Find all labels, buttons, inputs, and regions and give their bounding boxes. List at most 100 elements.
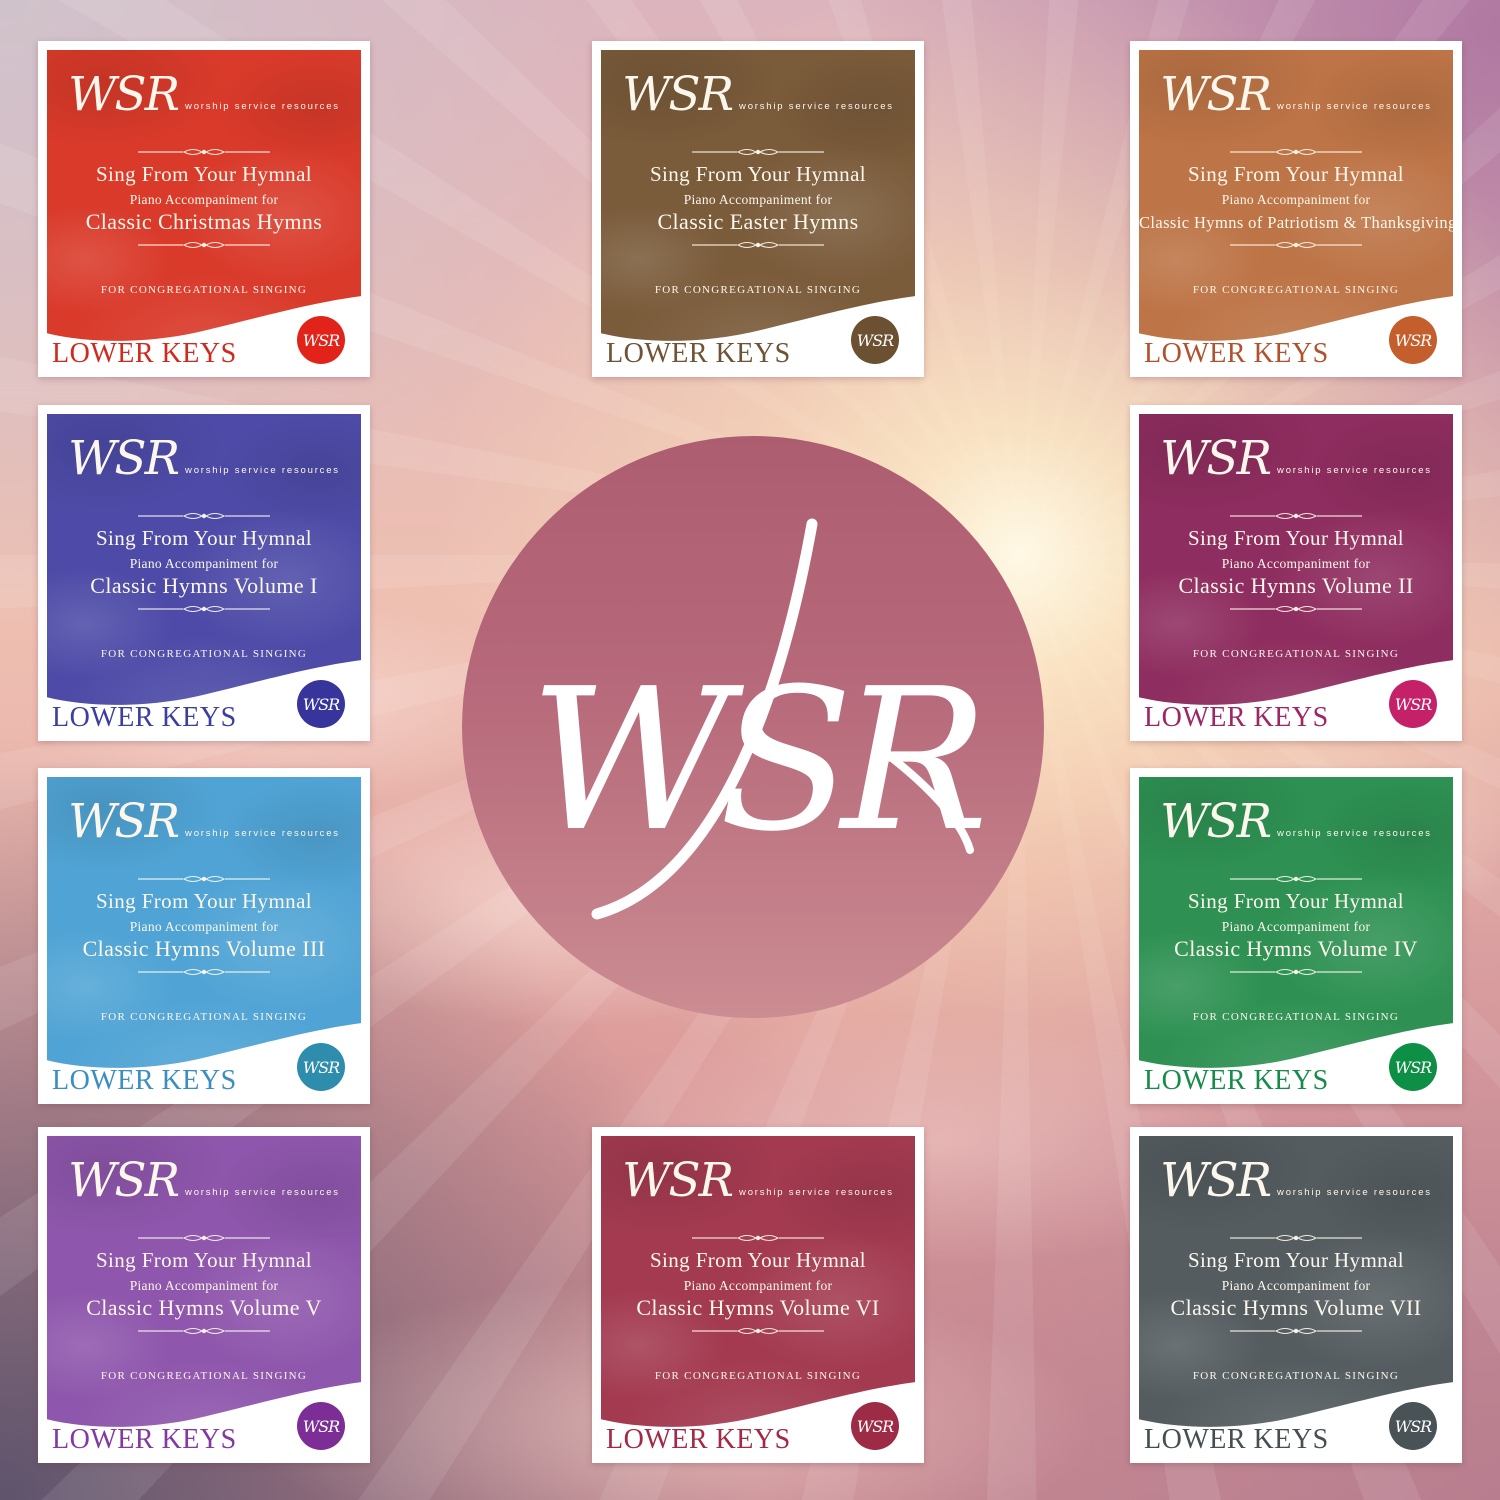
cover-brand-header: WSR worship service resources <box>47 793 361 851</box>
wsr-center-logo: WSR <box>462 436 1044 1018</box>
album-cover[interactable]: WSR worship service resources Sing From … <box>592 41 924 377</box>
wsr-badge-text: WSR <box>856 1416 894 1436</box>
subtitle-line: Piano Accompaniment for <box>129 919 279 934</box>
white-wave <box>1139 660 1453 731</box>
wsr-badge-text: WSR <box>1394 330 1432 350</box>
subtitle-line: Piano Accompaniment for <box>1221 1278 1371 1293</box>
lower-keys-label: LOWER KEYS <box>52 1065 237 1096</box>
cover-brand-header: WSR worship service resources <box>1139 1152 1453 1210</box>
album-cover[interactable]: WSR worship service resources Sing From … <box>38 768 370 1104</box>
album-cover[interactable]: WSR worship service resources Sing From … <box>592 1127 924 1463</box>
congregational-singing-line: FOR CONGREGATIONAL SINGING <box>100 648 308 660</box>
album-cover[interactable]: WSR worship service resources Sing From … <box>1130 41 1462 377</box>
ornament-divider-top <box>1230 875 1362 883</box>
congregational-singing-line: FOR CONGREGATIONAL SINGING <box>1192 1011 1400 1023</box>
white-wave <box>1139 1023 1453 1094</box>
ornament-divider-top <box>1230 512 1362 520</box>
series-line: Sing From Your Hymnal <box>95 889 313 913</box>
ornament-divider-bottom <box>1230 605 1362 613</box>
wsr-badge: WSR <box>297 680 345 728</box>
wsr-badge: WSR <box>1389 1043 1437 1091</box>
subtitle-line: Piano Accompaniment for <box>129 192 279 207</box>
ornament-divider-bottom <box>138 241 270 249</box>
album-cover[interactable]: WSR worship service resources Sing From … <box>1130 1127 1462 1463</box>
white-wave <box>47 296 361 367</box>
album-cover[interactable]: WSR worship service resources Sing From … <box>38 405 370 741</box>
ornament-divider-bottom <box>692 241 824 249</box>
ornament-divider-top <box>692 1234 824 1242</box>
album-title: Classic Easter Hymns <box>657 209 859 234</box>
lower-keys-label: LOWER KEYS <box>1144 702 1329 733</box>
album-cover[interactable]: WSR worship service resources Sing From … <box>38 41 370 377</box>
series-line: Sing From Your Hymnal <box>1187 1248 1405 1272</box>
album-cover[interactable]: WSR worship service resources Sing From … <box>1130 768 1462 1104</box>
white-wave <box>1139 296 1453 367</box>
cover-brand-header: WSR worship service resources <box>47 430 361 488</box>
cover-art: WSR worship service resources Sing From … <box>47 414 361 731</box>
wsr-logo-small: WSR <box>68 431 180 486</box>
white-wave <box>601 1382 915 1453</box>
wsr-badge-text: WSR <box>1394 1057 1432 1077</box>
brand-tagline: worship service resources <box>185 828 340 839</box>
ornament-divider-top <box>692 148 824 156</box>
album-cover[interactable]: WSR worship service resources Sing From … <box>1130 405 1462 741</box>
lower-keys-label: LOWER KEYS <box>52 1424 237 1455</box>
ornament-divider-bottom <box>692 1327 824 1335</box>
wsr-badge: WSR <box>851 316 899 364</box>
wsr-badge: WSR <box>1389 316 1437 364</box>
series-line: Sing From Your Hymnal <box>1187 162 1405 186</box>
wsr-badge-text: WSR <box>302 330 340 350</box>
subtitle-line: Piano Accompaniment for <box>683 192 833 207</box>
wsr-badge: WSR <box>297 316 345 364</box>
album-cover[interactable]: WSR worship service resources Sing From … <box>38 1127 370 1463</box>
album-title: Classic Hymns Volume I <box>90 573 318 598</box>
lower-keys-label: LOWER KEYS <box>1144 1065 1329 1096</box>
cover-art: WSR worship service resources Sing From … <box>47 1136 361 1453</box>
cover-brand-header: WSR worship service resources <box>1139 66 1453 124</box>
wsr-badge-text: WSR <box>1394 1416 1432 1436</box>
ornament-divider-top <box>1230 1234 1362 1242</box>
brand-tagline: worship service resources <box>185 101 340 112</box>
album-title: Classic Hymns of Patriotism & Thanksgivi… <box>1139 213 1453 232</box>
cover-brand-header: WSR worship service resources <box>47 66 361 124</box>
ornament-divider-top <box>138 875 270 883</box>
brand-tagline: worship service resources <box>1277 1187 1432 1198</box>
brand-tagline: worship service resources <box>739 101 894 112</box>
cover-art: WSR worship service resources Sing From … <box>1139 777 1453 1094</box>
cover-art: WSR worship service resources Sing From … <box>601 50 915 367</box>
cover-art: WSR worship service resources Sing From … <box>1139 50 1453 367</box>
series-line: Sing From Your Hymnal <box>649 162 867 186</box>
white-wave <box>47 1382 361 1453</box>
subtitle-line: Piano Accompaniment for <box>129 1278 279 1293</box>
album-title: Classic Hymns Volume II <box>1178 573 1414 598</box>
white-wave <box>601 296 915 367</box>
white-wave <box>1139 1382 1453 1453</box>
congregational-singing-line: FOR CONGREGATIONAL SINGING <box>1192 1370 1400 1382</box>
wsr-logo-small: WSR <box>1160 67 1272 122</box>
series-line: Sing From Your Hymnal <box>1187 889 1405 913</box>
wsr-logo-small: WSR <box>68 1153 180 1208</box>
series-line: Sing From Your Hymnal <box>649 1248 867 1272</box>
lower-keys-label: LOWER KEYS <box>52 338 237 369</box>
lower-keys-label: LOWER KEYS <box>1144 338 1329 369</box>
wsr-badge: WSR <box>1389 1402 1437 1450</box>
lower-keys-label: LOWER KEYS <box>1144 1424 1329 1455</box>
ornament-divider-top <box>1230 148 1362 156</box>
congregational-singing-line: FOR CONGREGATIONAL SINGING <box>1192 284 1400 296</box>
album-title: Classic Hymns Volume V <box>86 1295 322 1320</box>
wsr-logo-small: WSR <box>68 794 180 849</box>
subtitle-line: Piano Accompaniment for <box>1221 919 1371 934</box>
ornament-divider-top <box>138 1234 270 1242</box>
subtitle-line: Piano Accompaniment for <box>1221 192 1371 207</box>
subtitle-line: Piano Accompaniment for <box>1221 556 1371 571</box>
subtitle-line: Piano Accompaniment for <box>129 556 279 571</box>
series-line: Sing From Your Hymnal <box>95 526 313 550</box>
wsr-logo-small: WSR <box>1160 1153 1272 1208</box>
album-title: Classic Hymns Volume VII <box>1170 1295 1422 1320</box>
cover-art: WSR worship service resources Sing From … <box>601 1136 915 1453</box>
brand-tagline: worship service resources <box>185 1187 340 1198</box>
wsr-badge-text: WSR <box>302 694 340 714</box>
congregational-singing-line: FOR CONGREGATIONAL SINGING <box>1192 648 1400 660</box>
cover-art: WSR worship service resources Sing From … <box>1139 414 1453 731</box>
wsr-badge: WSR <box>1389 680 1437 728</box>
